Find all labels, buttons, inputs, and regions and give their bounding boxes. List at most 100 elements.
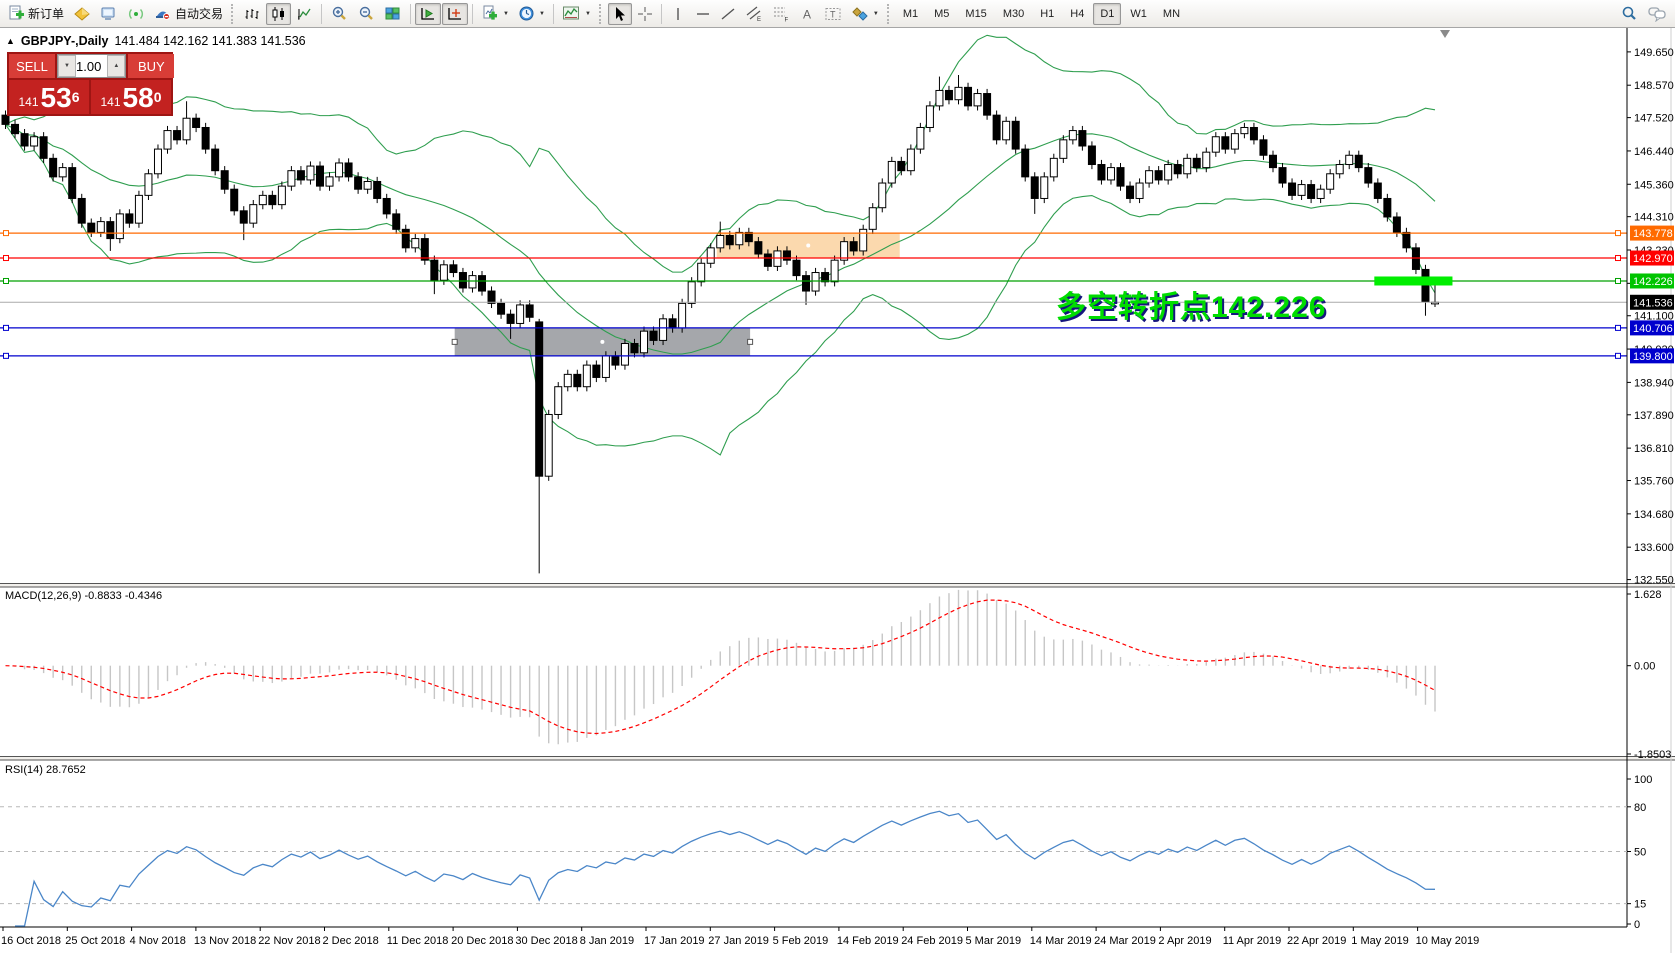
horizontal-line-icon	[696, 12, 709, 15]
collapse-header-icon[interactable]: ▲	[6, 36, 15, 46]
tab-period-M15[interactable]: M15	[965, 7, 987, 20]
equidistant-channel-icon: E	[746, 6, 761, 22]
drawn-zones[interactable]	[451, 233, 900, 356]
chat-icon	[1648, 7, 1666, 22]
tile-windows-button[interactable]	[380, 3, 406, 25]
price-axis[interactable]: 149.650 148.570 147.520 146.440 145.360 144.3…	[1627, 47, 1674, 931]
chevron-down-icon: ▼	[872, 10, 879, 17]
consolidation-box-center-handle[interactable]	[600, 339, 605, 344]
metaeditor-icon	[74, 6, 90, 21]
support-line-2-handle[interactable]	[1615, 352, 1621, 359]
auto-scroll-button[interactable]	[415, 2, 442, 25]
shapes-button[interactable]: ▼	[847, 3, 883, 25]
price-tick-label: 147.520	[1634, 113, 1674, 125]
candlestick-chart-button[interactable]	[266, 2, 292, 25]
tab-period-M5[interactable]: M5	[934, 7, 950, 20]
resistance-line-2-handle[interactable]	[3, 255, 9, 262]
price-tick-label: 136.810	[1634, 443, 1674, 455]
support-line-1-handle[interactable]	[1615, 324, 1621, 331]
autotrading-label: 自动交易	[175, 7, 224, 21]
toolbar-grip[interactable]	[886, 3, 892, 24]
text-button[interactable]: A	[795, 3, 819, 25]
chart-shift-marker[interactable]	[1440, 30, 1450, 38]
pivot-annotation-text[interactable]: 多空转折点142.226	[1056, 291, 1327, 324]
tab-period-H4[interactable]: H4	[1070, 7, 1085, 20]
search-button[interactable]	[1616, 3, 1642, 25]
buy-price-pip: 0	[153, 89, 162, 105]
equidistant-channel-button[interactable]: E	[741, 3, 767, 25]
bar-chart-icon	[245, 8, 259, 19]
resistance-line-2-handle[interactable]	[1615, 255, 1621, 262]
toolbar-grip[interactable]	[231, 3, 236, 24]
indicators-icon	[562, 6, 579, 20]
tab-period-MN[interactable]: MN	[1162, 7, 1181, 20]
sell-button[interactable]: SELL	[9, 54, 55, 78]
vertical-line-button[interactable]	[666, 3, 690, 25]
candlestick-chart-icon	[272, 6, 285, 21]
time-axis[interactable]: 16 Oct 2018 25 Oct 2018 4 Nov 2018 13 Nov 2…	[1, 927, 1479, 947]
resistance-box-center-handle[interactable]	[806, 243, 811, 248]
periods-button[interactable]: ▼	[514, 3, 549, 25]
rsi-scale-label: 100	[1634, 774, 1652, 786]
tab-period-D1[interactable]: D1	[1093, 2, 1122, 25]
sell-price-prefix: 141	[18, 95, 39, 109]
pivot-highlight-bar[interactable]	[1374, 276, 1453, 286]
toolbar-grip[interactable]	[598, 3, 604, 24]
sell-price[interactable]: 141 53 6	[9, 80, 89, 114]
new-order-button[interactable]: 新订单	[4, 3, 68, 25]
tab-period-M1[interactable]: M1	[902, 7, 919, 20]
tab-period-W1[interactable]: W1	[1130, 7, 1147, 20]
tab-period-H1[interactable]: H1	[1040, 7, 1055, 20]
zoom-in-button[interactable]	[326, 3, 352, 25]
chevron-down-icon: ▼	[584, 10, 591, 17]
pivot-line-handle[interactable]	[3, 277, 9, 284]
symbol-header: ▲ GBPJPY-,Daily 141.484 142.162 141.383 …	[6, 34, 306, 48]
volume-decrease-button[interactable]: ▼	[58, 55, 76, 77]
buy-button[interactable]: BUY	[128, 54, 175, 78]
pivot-line-handle[interactable]	[1615, 277, 1621, 284]
fibonacci-button[interactable]: F	[768, 3, 794, 25]
rsi-scale-label: 80	[1634, 802, 1646, 814]
volume-value[interactable]: 1.00	[76, 58, 102, 74]
rsi-pane	[0, 806, 1627, 927]
text-label-button[interactable]: T	[820, 3, 846, 25]
signals-icon	[129, 8, 143, 19]
resistance-line-1-handle[interactable]	[3, 230, 9, 237]
bar-chart-button[interactable]	[240, 3, 265, 25]
consolidation-box-edge-handle[interactable]	[451, 338, 458, 345]
new-chart-button[interactable]: ▼	[477, 3, 513, 25]
cursor-button[interactable]	[607, 2, 632, 25]
rsi-line	[15, 810, 1436, 927]
autotrading-button[interactable]: 自动交易	[150, 3, 227, 25]
metaeditor-button[interactable]	[69, 3, 95, 25]
buy-price[interactable]: 141 58 0	[91, 80, 171, 114]
indicators-button[interactable]: ▼	[558, 3, 595, 25]
symbol-title: GBPJPY-,Daily	[20, 34, 109, 48]
price-tick-label: 137.890	[1634, 410, 1674, 422]
volume-increase-button[interactable]: ▲	[107, 55, 126, 77]
rsi-pane-resize-handle[interactable]	[0, 756, 1675, 761]
signals-button[interactable]	[123, 3, 149, 25]
support-line-1-handle[interactable]	[3, 324, 9, 331]
toolbar-separator	[321, 3, 323, 24]
zoom-out-button[interactable]	[353, 3, 379, 25]
drawn-hlines[interactable]	[0, 230, 1627, 359]
tab-period-M30[interactable]: M30	[1002, 7, 1025, 20]
chat-button[interactable]	[1643, 3, 1671, 25]
macd-pane-resize-handle[interactable]	[0, 583, 1675, 588]
crosshair-button[interactable]	[633, 3, 657, 25]
horizontal-line-button[interactable]	[691, 3, 715, 25]
resistance-line-1-handle[interactable]	[1615, 230, 1621, 237]
label-letter: T	[830, 9, 836, 19]
price-tick-label: 134.680	[1634, 509, 1674, 521]
chart-shift-button[interactable]	[442, 2, 469, 25]
trendline-button[interactable]	[716, 3, 740, 25]
terminal-button[interactable]	[96, 3, 122, 25]
support-line-2-handle[interactable]	[3, 352, 9, 359]
sell-price-pip: 6	[71, 89, 80, 105]
consolidation-box-edge-handle[interactable]	[747, 338, 754, 345]
line-chart-button[interactable]	[292, 3, 317, 25]
buy-price-prefix: 141	[100, 95, 121, 109]
price-tick-label: 141.100	[1634, 311, 1674, 323]
